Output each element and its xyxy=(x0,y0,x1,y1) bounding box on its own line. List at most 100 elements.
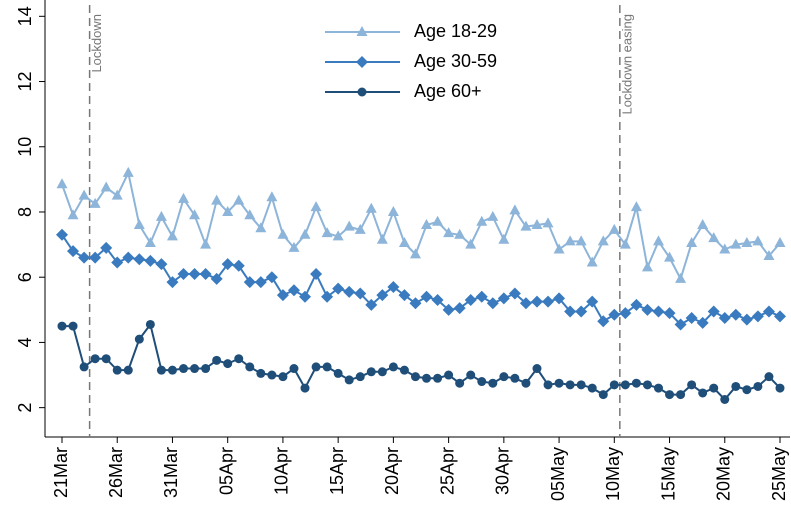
point xyxy=(256,368,266,378)
point xyxy=(665,390,675,400)
point xyxy=(254,276,267,289)
point xyxy=(422,373,432,383)
point xyxy=(696,316,709,329)
point xyxy=(155,210,167,221)
x-tick-label: 10Apr xyxy=(272,447,292,495)
point xyxy=(697,219,709,230)
point xyxy=(112,365,122,375)
point xyxy=(444,370,454,380)
point xyxy=(278,372,288,382)
point xyxy=(576,380,586,390)
point xyxy=(122,166,134,177)
point xyxy=(122,251,135,264)
point xyxy=(420,290,433,303)
point xyxy=(598,390,608,400)
point xyxy=(729,308,742,321)
point xyxy=(111,256,124,269)
point xyxy=(641,261,653,272)
legend-marker xyxy=(357,87,367,97)
point xyxy=(232,259,245,272)
annotation-text: Lockdown xyxy=(89,14,104,73)
point xyxy=(189,209,201,220)
point xyxy=(498,233,510,244)
point xyxy=(277,228,289,239)
point xyxy=(630,298,643,311)
point xyxy=(178,192,190,203)
point xyxy=(531,219,543,230)
point xyxy=(497,292,510,305)
point xyxy=(586,295,599,308)
point xyxy=(698,388,708,398)
point xyxy=(720,394,730,404)
point xyxy=(89,197,101,208)
point xyxy=(199,267,212,280)
point xyxy=(221,258,234,271)
point xyxy=(387,205,399,216)
series-line xyxy=(62,322,781,401)
y-tick-label: 4 xyxy=(15,337,35,347)
point xyxy=(443,227,455,238)
point xyxy=(288,241,300,252)
y-tick-label: 2 xyxy=(15,403,35,413)
point xyxy=(565,380,575,390)
point xyxy=(674,318,687,331)
point xyxy=(343,220,355,231)
point xyxy=(686,236,698,247)
point xyxy=(299,290,312,303)
point xyxy=(631,378,641,388)
point xyxy=(399,365,409,375)
point xyxy=(188,267,201,280)
point xyxy=(410,372,420,382)
point xyxy=(663,307,676,320)
point xyxy=(499,372,509,382)
x-tick-label: 10May xyxy=(603,447,623,501)
y-tick-label: 6 xyxy=(15,272,35,282)
point xyxy=(265,271,278,284)
point xyxy=(100,181,112,192)
point xyxy=(409,248,421,259)
point xyxy=(89,251,102,264)
point xyxy=(145,319,155,329)
annotation-text: Lockdown easing xyxy=(619,14,634,114)
point xyxy=(619,238,631,249)
point xyxy=(287,284,300,297)
series-line xyxy=(61,169,781,282)
point xyxy=(542,295,555,308)
point xyxy=(200,238,212,249)
point xyxy=(597,235,609,246)
point xyxy=(144,254,157,267)
legend-marker xyxy=(356,26,368,36)
point xyxy=(201,364,211,374)
point xyxy=(530,295,543,308)
point xyxy=(587,383,597,393)
point xyxy=(267,370,277,380)
point xyxy=(78,251,91,264)
point xyxy=(519,297,532,310)
point xyxy=(510,373,520,383)
point xyxy=(454,228,466,239)
point xyxy=(133,253,146,266)
point xyxy=(432,215,444,226)
point xyxy=(542,217,554,228)
point xyxy=(620,380,630,390)
x-tick-label: 15Apr xyxy=(327,447,347,495)
point xyxy=(741,236,753,247)
point xyxy=(289,364,299,374)
point xyxy=(222,205,234,216)
point xyxy=(266,191,278,202)
point xyxy=(774,310,786,323)
point xyxy=(255,222,267,233)
point xyxy=(56,178,68,189)
point xyxy=(190,364,200,374)
point xyxy=(68,321,78,331)
point xyxy=(311,362,321,372)
point xyxy=(685,311,698,324)
point xyxy=(619,307,632,320)
point xyxy=(398,289,411,302)
point xyxy=(707,305,720,318)
point xyxy=(477,377,487,387)
x-tick-label: 21Mar xyxy=(51,447,71,498)
point xyxy=(709,383,719,393)
point xyxy=(764,372,774,382)
